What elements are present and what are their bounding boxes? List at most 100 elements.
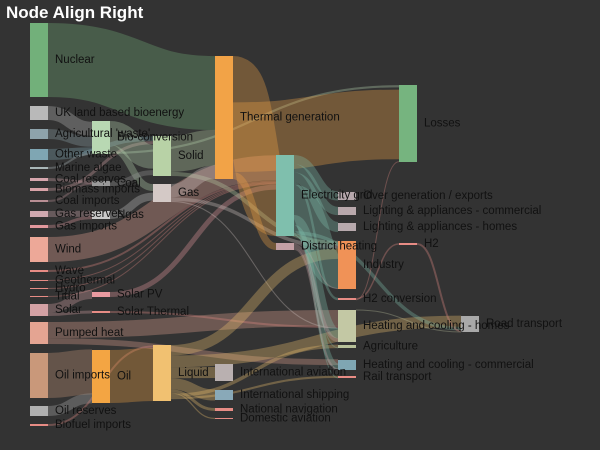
link-heating_homes-road_transport [355,309,462,333]
link-wind-electricity_grid [47,155,277,262]
link-electricity_grid-over_generation [293,154,339,201]
node-h2_conversion[interactable] [338,298,356,300]
label-gas_reserves: Gas reserves [55,208,124,220]
link-gas_imports-ngas [47,216,93,228]
label-nuclear: Nuclear [55,54,95,66]
link-electricity_grid-road_transport [293,231,462,331]
label-h2_conversion: H2 conversion [363,293,437,305]
label-international_aviation: International aviation [240,367,346,379]
link-solid-industry [170,171,339,246]
node-over_generation[interactable] [338,192,356,200]
node-ngas[interactable] [92,211,110,219]
node-geothermal[interactable] [30,280,48,281]
link-liquid-national_navigation [170,389,216,411]
node-agriculture[interactable] [338,345,356,348]
link-gas-thermal_generation [170,165,216,198]
label-uk_bio: UK land based bioenergy [55,107,184,119]
link-gas-heating_homes [170,200,339,329]
node-international_shipping[interactable] [215,390,233,400]
label-lighting_homes: Lighting & appliances - homes [363,221,517,233]
label-solid: Solid [178,150,204,162]
node-international_aviation[interactable] [215,364,233,381]
node-nuclear[interactable] [30,23,48,97]
node-gas_reserves[interactable] [30,211,48,217]
link-hydro-electricity_grid [47,182,277,289]
link-oil_reserves-oil [47,393,93,416]
link-wave-electricity_grid [47,180,277,272]
label-international_shipping: International shipping [240,389,349,401]
node-gas[interactable] [153,184,171,202]
label-h2: H2 [424,238,439,250]
node-lighting_homes[interactable] [338,223,356,231]
label-biofuel_imports: Biofuel imports [55,419,131,431]
node-heating_homes[interactable] [338,310,356,342]
node-tidal[interactable] [30,296,48,297]
label-biomass_imports: Biomass imports [55,184,140,196]
node-heating_commercial[interactable] [338,360,356,370]
node-marine_algae[interactable] [30,167,48,169]
node-lighting_commercial[interactable] [338,207,356,215]
node-liquid[interactable] [153,345,171,401]
node-solar_thermal[interactable] [92,311,110,313]
node-uk_bio[interactable] [30,106,48,120]
node-hydro[interactable] [30,288,48,289]
label-rail_transport: Rail transport [363,371,432,383]
node-coal_imports[interactable] [30,200,48,202]
chart-title: Node Align Right [6,3,144,22]
node-bio_conversion[interactable] [92,121,110,154]
node-pumped_heat[interactable] [30,322,48,344]
node-solar_pv[interactable] [92,292,110,297]
label-wind: Wind [55,244,81,256]
link-thermal_generation-electricity_grid [218,56,291,237]
link-solar_pv-electricity_grid [109,184,277,297]
node-wave[interactable] [30,270,48,272]
node-electricity_grid[interactable] [276,155,294,236]
label-industry: Industry [363,259,404,271]
label-coal_imports: Coal imports [55,195,120,207]
node-h2[interactable] [399,243,417,245]
label-hydro: Hydro [55,283,86,295]
link-nuclear-thermal_generation [47,23,216,131]
node-domestic_aviation[interactable] [215,418,233,419]
label-oil_imports: Oil imports [55,370,110,382]
label-electricity_grid: Electricity grid [301,190,373,202]
node-gas_imports[interactable] [30,225,48,228]
node-agri_waste[interactable] [30,129,48,139]
link-solid-thermal_generation [170,129,216,172]
node-national_navigation[interactable] [215,408,233,411]
link-liquid-agriculture [170,344,339,398]
link-solar-solar_pv [47,290,93,313]
node-losses[interactable] [399,85,417,162]
node-coal[interactable] [92,181,110,186]
link-geothermal-electricity_grid [47,182,277,281]
link-h2-road_transport [416,243,462,333]
node-biofuel_imports[interactable] [30,424,48,426]
node-oil[interactable] [92,350,110,403]
link-electricity_grid-heating_commercial [292,224,340,370]
node-rail_transport[interactable] [338,376,356,378]
node-solid[interactable] [153,136,171,176]
label-national_navigation: National navigation [240,404,338,416]
node-road_transport[interactable] [461,316,479,332]
node-coal_reserves[interactable] [30,178,48,181]
link-liquid-domestic_aviation [170,392,216,420]
label-wave: Wave [55,265,84,277]
link-coal_imports-coal [47,182,93,202]
node-oil_imports[interactable] [30,353,48,398]
link-electricity_grid-rail_transport [293,234,339,379]
link-coal-solid [109,170,154,186]
node-wind[interactable] [30,237,48,262]
label-agriculture: Agriculture [363,341,418,353]
node-oil_reserves[interactable] [30,406,48,416]
node-biomass_imports[interactable] [30,188,48,191]
label-pumped_heat: Pumped heat [55,327,124,339]
label-tidal: Tidal [55,291,80,303]
label-oil: Oil [117,371,131,383]
node-other_waste[interactable] [30,149,48,160]
node-thermal_generation[interactable] [215,56,233,179]
node-solar[interactable] [30,304,48,316]
node-district_heating[interactable] [276,243,294,250]
node-industry[interactable] [338,241,356,289]
link-thermal_generation-losses [232,89,400,173]
